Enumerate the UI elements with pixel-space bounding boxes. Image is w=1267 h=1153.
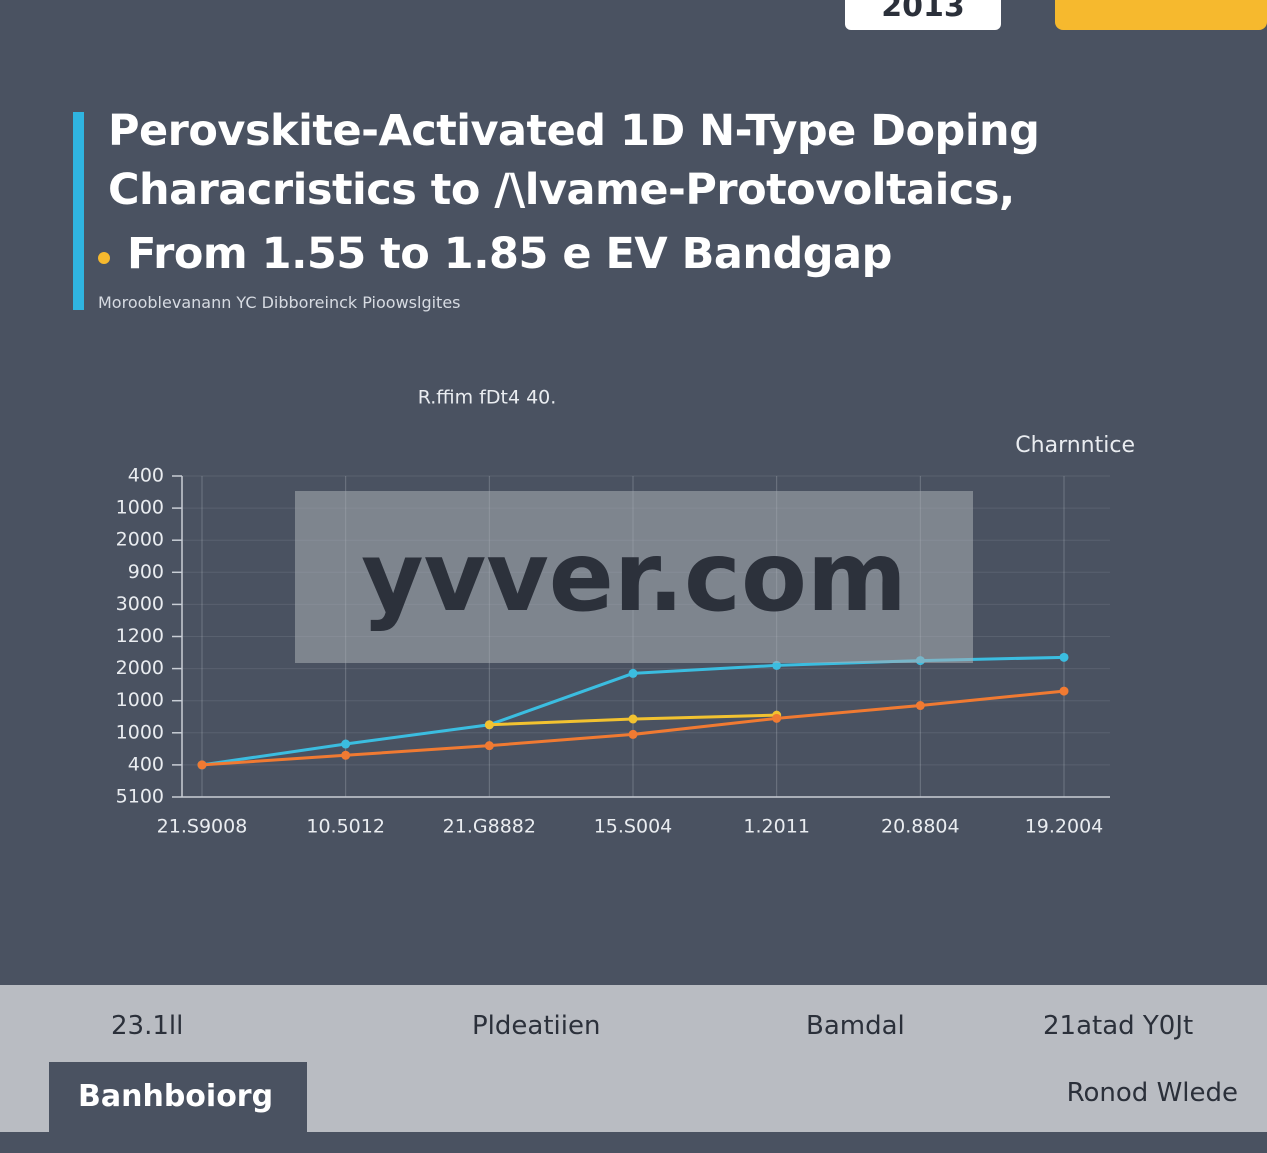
footer-item: Bamdal <box>806 1011 905 1041</box>
x-tick-label: 15.S004 <box>594 816 673 838</box>
x-tick-label: 1.2011 <box>743 816 809 838</box>
subtitle: Morooblevanann YC Dibboreinck Pioowslgit… <box>98 293 461 312</box>
data-point <box>772 660 782 670</box>
data-point <box>1059 686 1069 696</box>
y-tick-label: 1000 <box>116 689 164 711</box>
data-point <box>341 750 351 760</box>
x-tick-label: 19.2004 <box>1025 816 1104 838</box>
data-point <box>484 720 494 730</box>
y-tick-label: 1000 <box>116 721 164 743</box>
legend-title: Charnntice <box>1015 433 1135 458</box>
title-line: Characristics to /\lvame-Protovoltaics, <box>108 165 1015 215</box>
accent-bar <box>73 112 84 310</box>
y-tick-label: 400 <box>128 465 164 487</box>
chart-title: R.ffim fDt4 40. <box>418 387 557 409</box>
data-point <box>1059 652 1069 662</box>
footer-item: Pldeatiien <box>472 1011 601 1041</box>
y-tick-label: 2000 <box>116 657 164 679</box>
x-tick-label: 21.G8882 <box>443 816 536 838</box>
y-tick-label: 2000 <box>116 529 164 551</box>
y-tick-label: 1000 <box>116 497 164 519</box>
data-point <box>628 729 638 739</box>
data-point <box>197 760 207 770</box>
x-tick-label: 10.5012 <box>306 816 385 838</box>
data-point <box>772 713 782 723</box>
footer-item: 21atad Y0Jt <box>1043 1011 1194 1041</box>
y-tick-label: 1200 <box>116 625 164 647</box>
y-tick-label: 3000 <box>116 593 164 615</box>
data-point <box>628 714 638 724</box>
bullet <box>98 252 110 264</box>
data-point <box>915 701 925 711</box>
x-tick-label: 21.S9008 <box>157 816 248 838</box>
badge-text: 2013 <box>881 0 965 24</box>
title-line: From 1.55 to 1.85 e EV Bandgap <box>127 229 892 279</box>
y-tick-label: 5100 <box>116 786 164 808</box>
data-point <box>341 739 351 749</box>
data-point <box>628 668 638 678</box>
data-point <box>484 741 494 751</box>
badge: 2013 <box>845 0 1001 30</box>
y-tick-label: 400 <box>128 753 164 775</box>
footer-right: Ronod Wlede <box>1066 1078 1238 1108</box>
title-line: Perovskite-Activated 1D N-Type Doping <box>108 106 1040 156</box>
accent-box <box>1055 0 1267 30</box>
footer-tab[interactable]: Banhboiorg <box>49 1062 307 1132</box>
footer-item: 23.1ll <box>111 1011 184 1041</box>
y-tick-label: 900 <box>128 561 164 583</box>
watermark: yvver.com <box>295 491 973 663</box>
x-tick-label: 20.8804 <box>881 816 960 838</box>
